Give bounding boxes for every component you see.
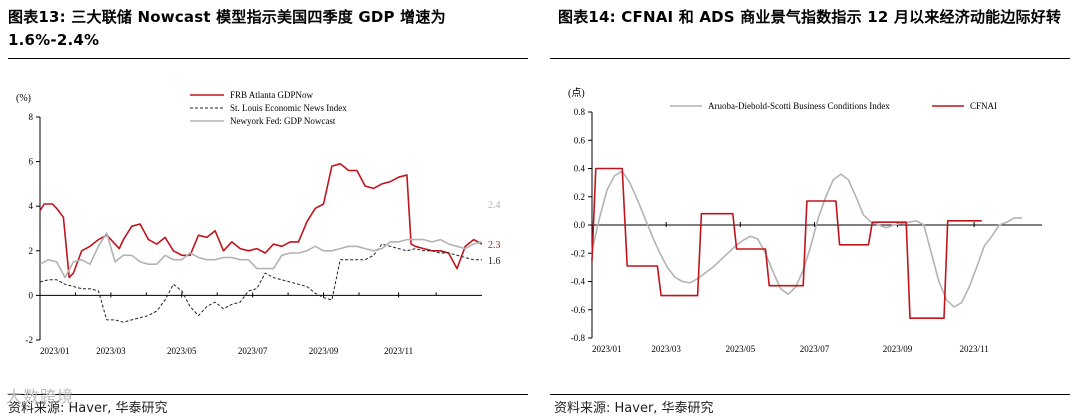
y-tick-label: 0.8 xyxy=(574,107,586,117)
series-line-1 xyxy=(39,243,482,323)
left-source: 资料来源: Haver, 华泰研究 xyxy=(8,401,168,416)
x-tick-label: 2023/09 xyxy=(883,344,913,354)
y-tick-label: 8 xyxy=(29,112,34,122)
y-unit-label: (%) xyxy=(16,93,31,104)
y-tick-label: 0.6 xyxy=(574,135,586,145)
series-line-2 xyxy=(39,232,483,279)
x-tick-label: 2023/07 xyxy=(800,344,830,354)
y-tick-label: 0 xyxy=(29,290,34,300)
series-line-0 xyxy=(39,163,483,279)
y-tick-label: 0.4 xyxy=(574,164,586,174)
left-axes: (%) -2 0 2 4 6 8 2023/01 2023/03 2023/05 2023/07 20… xyxy=(16,93,482,356)
end-label-1: 1.6 xyxy=(488,256,501,267)
x-tick-label: 2023/03 xyxy=(651,344,681,354)
right-panel: 图表14: CFNAI 和 ADS 商业景气指数指示 12 月以来经济动能边际好… xyxy=(550,0,1080,417)
right-source: 资料来源: Haver, 华泰研究 xyxy=(554,401,714,416)
right-bottom-rule xyxy=(550,394,1070,395)
x-tick-label: 2023/05 xyxy=(726,344,756,354)
left-end-labels: 2.4 2.3 1.6 xyxy=(488,200,501,267)
y-tick-label: 2 xyxy=(29,246,34,256)
left-bottom-rule xyxy=(8,394,528,395)
y-tick-label: -0.4 xyxy=(571,277,586,287)
left-line-chart: (%) -2 0 2 4 6 8 2023/01 2023/03 2023/05 2023/07 20… xyxy=(16,90,501,356)
right-chart-title: 图表14: CFNAI 和 ADS 商业景气指数指示 12 月以来经济动能边际好… xyxy=(558,8,1062,26)
legend-label-0: FRB Atlanta GDPNow xyxy=(230,90,314,100)
y-tick-label: -0.6 xyxy=(571,305,586,315)
y-unit-label: (点) xyxy=(568,87,585,99)
end-label-2: 2.4 xyxy=(488,200,501,211)
x-tick-label: 2023/07 xyxy=(238,346,268,356)
x-tick-label: 2023/03 xyxy=(96,346,126,356)
legend-label-1: St. Louis Economic News Index xyxy=(230,103,347,113)
legend-label-0: Aruoba-Diebold-Scotti Business Condition… xyxy=(708,101,890,111)
y-tick-label: -0.2 xyxy=(571,248,585,258)
x-tick-label: 2023/05 xyxy=(167,346,197,356)
y-tick-label: 6 xyxy=(29,157,34,167)
y-tick-label: 4 xyxy=(29,201,34,211)
right-top-rule xyxy=(550,58,1070,59)
right-series-group xyxy=(591,167,1022,319)
left-series-group xyxy=(39,163,483,323)
end-label-0: 2.3 xyxy=(488,240,501,251)
y-tick-label: 0.2 xyxy=(574,192,585,202)
right-legend: Aruoba-Diebold-Scotti Business Condition… xyxy=(670,101,997,111)
series-line-0 xyxy=(591,170,1022,308)
x-tick-label: 2023/01 xyxy=(40,346,70,356)
right-axes: (点) -0.8 -0.6 -0.4 -0.2 0.0 0.2 0.4 0.6 0.8 2023/0… xyxy=(568,87,1042,354)
left-panel: 图表13: 三大联储 Nowcast 模型指示美国四季度 GDP 增速为 1.6… xyxy=(0,0,530,417)
watermark-logo: 大数跨境 xyxy=(6,387,75,406)
y-tick-label: 0.0 xyxy=(574,220,586,230)
left-legend: FRB Atlanta GDPNow St. Louis Economic New… xyxy=(190,90,347,126)
left-chart-title: 图表13: 三大联储 Nowcast 模型指示美国四季度 GDP 增速为 1.6… xyxy=(8,8,446,49)
x-tick-label: 2023/09 xyxy=(309,346,339,356)
series-line-1 xyxy=(591,167,982,319)
x-tick-label: 2023/01 xyxy=(592,344,622,354)
right-line-chart: (点) -0.8 -0.6 -0.4 -0.2 0.0 0.2 0.4 0.6 0.8 2023/0… xyxy=(568,87,1042,354)
y-tick-label: -0.8 xyxy=(571,333,586,343)
legend-label-1: CFNAI xyxy=(970,101,997,111)
legend-label-2: Newyork Fed: GDP Nowcast xyxy=(230,116,336,126)
left-top-rule xyxy=(8,58,528,59)
y-tick-label: -2 xyxy=(26,335,34,345)
x-tick-label: 2023/11 xyxy=(960,344,989,354)
x-tick-label: 2023/11 xyxy=(384,346,413,356)
